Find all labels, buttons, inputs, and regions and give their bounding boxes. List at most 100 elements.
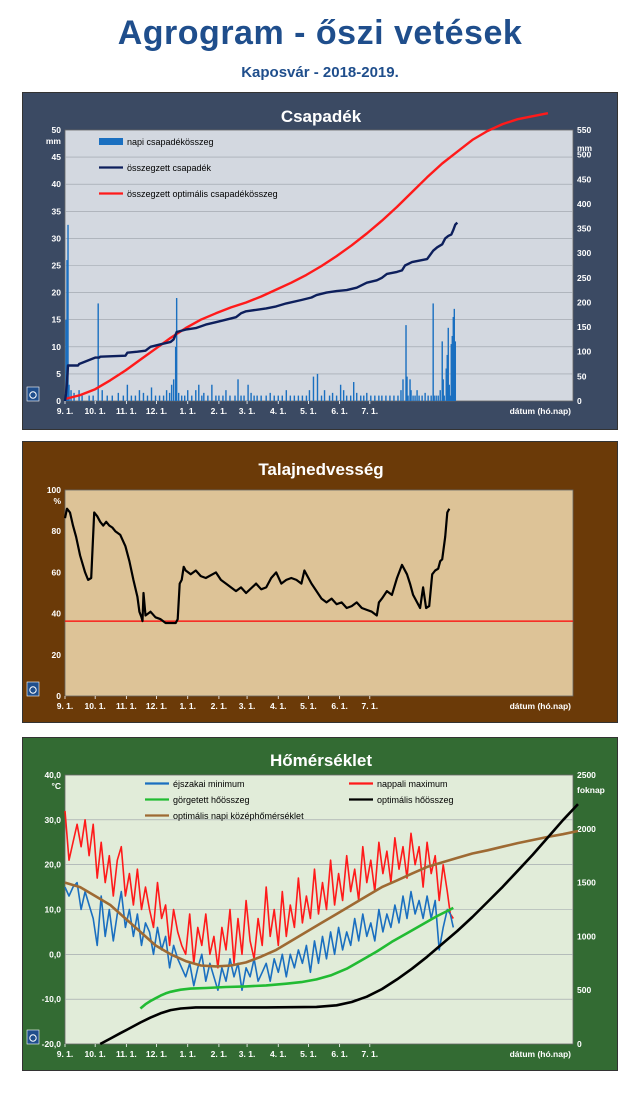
precip-bar — [106, 395, 108, 401]
precip-bar — [146, 395, 149, 401]
precip-bar — [400, 390, 402, 401]
precip-bar — [168, 392, 171, 401]
precip-bar — [443, 395, 445, 401]
optimal-cumulative-line — [64, 112, 549, 401]
y2-axis-unit: mm — [577, 143, 593, 153]
x-tick-label: 6. 1. — [331, 406, 348, 416]
y-tick-label: 30 — [52, 233, 62, 243]
precip-bar — [250, 392, 252, 401]
precip-bar — [385, 395, 387, 401]
precip-bar — [448, 384, 450, 401]
x-tick-label: 9. 1. — [57, 701, 74, 711]
y-tick-label: 20,0 — [44, 860, 61, 870]
x-tick-label: 11. 1. — [116, 406, 137, 416]
y-tick-label: 45 — [52, 152, 62, 162]
x-tick-label: 3. 1. — [239, 701, 256, 711]
y2-tick-label: 100 — [577, 347, 591, 357]
x-tick-label: 5. 1. — [300, 406, 317, 416]
precip-bar — [335, 395, 338, 401]
precip-bar — [433, 395, 435, 401]
y-tick-label: 50 — [52, 125, 62, 135]
precip-bar — [191, 395, 193, 401]
precip-bar — [437, 395, 439, 401]
logo-shape — [26, 681, 40, 697]
y2-tick-label: 550 — [577, 125, 591, 135]
y2-tick-label: 0 — [577, 1039, 582, 1049]
precip-bar — [234, 395, 236, 401]
legend-cumulative-label: összegzett csapadék — [127, 163, 212, 173]
x-tick-label: 10. 1. — [85, 406, 106, 416]
x-tick-label: 7. 1. — [362, 701, 379, 711]
x-tick-label: 2. 1. — [211, 1049, 228, 1059]
legend-daily-label: napi csapadékösszeg — [127, 137, 214, 147]
y-tick-label: 5 — [56, 369, 61, 379]
precip-bar — [349, 395, 352, 401]
legend-rolling-label: görgetett hőösszeg — [173, 795, 250, 805]
y-tick-label: -20,0 — [42, 1039, 62, 1049]
precip-bar — [305, 395, 308, 401]
precip-bar — [67, 224, 69, 401]
y2-tick-label: 250 — [577, 273, 591, 283]
precip-bar — [281, 395, 283, 401]
y-tick-label: 35 — [52, 206, 62, 216]
y2-tick-label: 200 — [577, 297, 591, 307]
y-tick-label: 15 — [52, 315, 62, 325]
daily-max-line — [64, 810, 454, 969]
precip-bar — [360, 395, 362, 401]
precip-bar — [407, 395, 409, 401]
precip-bar — [225, 390, 227, 401]
precip-bar — [301, 395, 304, 401]
temperature-panel: Hőmérséklet -20,0 -10,0 0,0 10,0 20,0 30,0 40,0… — [22, 737, 618, 1071]
precip-bar — [175, 298, 178, 401]
precip-bar — [243, 395, 245, 401]
precip-bar — [158, 395, 161, 401]
x-tick-label: 4. 1. — [270, 1049, 287, 1059]
x-tick-label: 6. 1. — [331, 701, 348, 711]
y-axis-unit: °C — [51, 781, 61, 791]
x-tick-label: 12. 1. — [146, 701, 167, 711]
x-tick-label: 12. 1. — [146, 1049, 167, 1059]
y-tick-label: 10,0 — [44, 905, 61, 915]
precip-bar — [424, 392, 426, 401]
met-service-logo — [26, 681, 40, 697]
precip-bar — [451, 335, 453, 401]
x-tick-label: 12. 1. — [146, 406, 167, 416]
optimal-heat-sum-line — [99, 803, 579, 1046]
precip-bar — [289, 395, 292, 401]
x-tick-label: 7. 1. — [362, 406, 379, 416]
x-tick-label: 2. 1. — [211, 701, 228, 711]
precip-bar — [393, 395, 395, 401]
logo-shape — [26, 386, 40, 402]
precip-bar — [134, 395, 137, 401]
x-tick-label: 4. 1. — [270, 701, 287, 711]
precip-bar — [378, 395, 380, 401]
cumulative-line — [63, 221, 459, 402]
y-tick-label: 40,0 — [44, 770, 61, 780]
precip-bar — [195, 390, 197, 401]
precip-bar — [187, 390, 189, 401]
precip-bar — [402, 379, 404, 401]
logo-shape — [26, 1029, 40, 1045]
precip-bar — [412, 395, 414, 401]
precip-bar — [308, 390, 311, 401]
legend-max-label: nappali maximum — [377, 779, 448, 789]
precip-bar — [418, 395, 420, 401]
precip-bar — [445, 368, 447, 401]
precip-bar — [452, 316, 454, 401]
precip-bar — [323, 390, 326, 401]
precip-bar — [170, 384, 173, 401]
x-tick-label: 5. 1. — [300, 1049, 317, 1059]
precipitation-chart: Csapadék05101520253035404550mm0501001502… — [26, 107, 593, 416]
precip-bar — [154, 395, 157, 401]
precip-bar — [211, 384, 213, 401]
precip-bar — [370, 395, 372, 401]
y-tick-label: 40 — [52, 609, 62, 619]
chart-title: Hőmérséklet — [270, 751, 372, 770]
soil-moisture-panel: Talajnedvesség 0 20 40 60 80 100% 9. 1. 10. 1. 11… — [22, 441, 618, 723]
temperature-chart: Hőmérséklet -20,0 -10,0 0,0 10,0 20,0 30,0 40,0… — [26, 751, 605, 1059]
legend-min-label: éjszakai minimum — [173, 779, 245, 789]
precip-bar — [430, 395, 432, 401]
met-service-logo — [26, 386, 40, 402]
precip-bar — [449, 395, 451, 401]
met-service-logo — [26, 1029, 40, 1045]
